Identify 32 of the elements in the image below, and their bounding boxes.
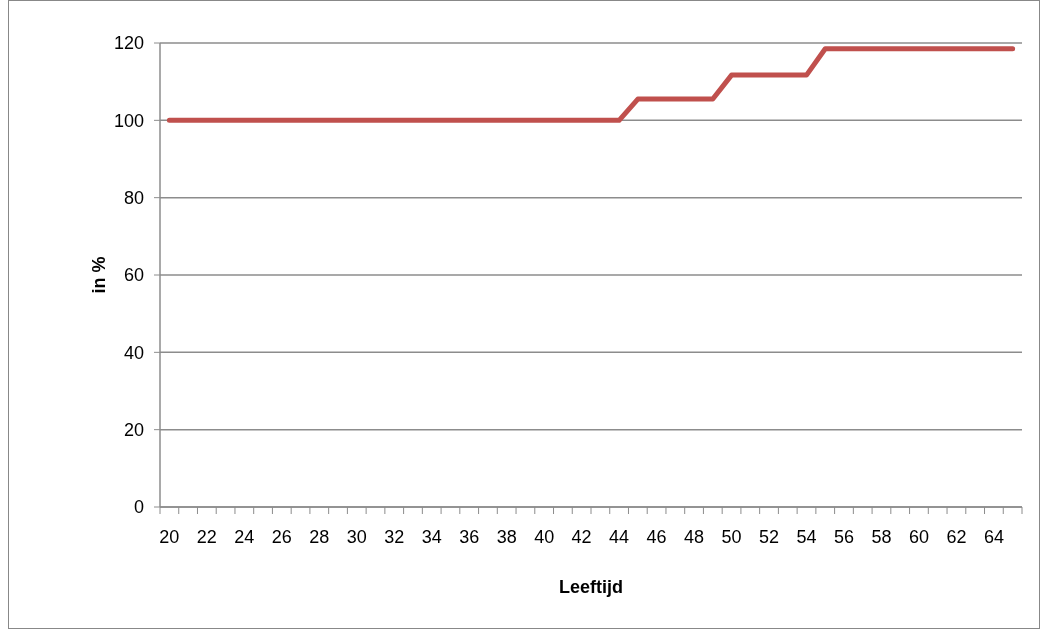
x-tick-label: 60 [908, 527, 929, 547]
y-tick-label: 60 [123, 265, 144, 286]
x-tick-label: 20 [159, 527, 180, 547]
x-tick-label: 38 [496, 527, 517, 547]
x-tick-label: 58 [871, 527, 892, 547]
x-tick-label: 62 [946, 527, 967, 547]
x-tick-label: 34 [421, 527, 442, 547]
x-tick-label: 42 [571, 527, 592, 547]
y-tick-label: 40 [123, 342, 144, 363]
x-tick-label: 28 [309, 527, 330, 547]
x-tick-label: 44 [609, 527, 630, 547]
x-tick-label: 36 [459, 527, 480, 547]
x-axis-title: Leeftijd [558, 577, 624, 597]
x-tick-label: 46 [646, 527, 667, 547]
x-tick-label: 40 [534, 527, 555, 547]
x-tick-label: 22 [196, 527, 217, 547]
y-tick-label: 100 [113, 110, 144, 131]
y-tick-label: 0 [133, 497, 144, 518]
x-tick-label: 24 [234, 527, 255, 547]
y-axis-title: in % [89, 256, 109, 294]
x-tick-label: 54 [796, 527, 817, 547]
x-tick-label: 32 [384, 527, 405, 547]
y-tick-label: 80 [123, 187, 144, 208]
x-tick-label: 52 [759, 527, 780, 547]
x-tick-label: 64 [983, 527, 1004, 547]
x-tick-label: 56 [833, 527, 854, 547]
y-tick-label: 120 [113, 33, 144, 54]
x-tick-label: 30 [346, 527, 367, 547]
x-tick-label: 50 [721, 527, 742, 547]
x-tick-label: 26 [271, 527, 292, 547]
y-tick-label: 20 [123, 419, 144, 440]
x-tick-label: 48 [684, 527, 705, 547]
